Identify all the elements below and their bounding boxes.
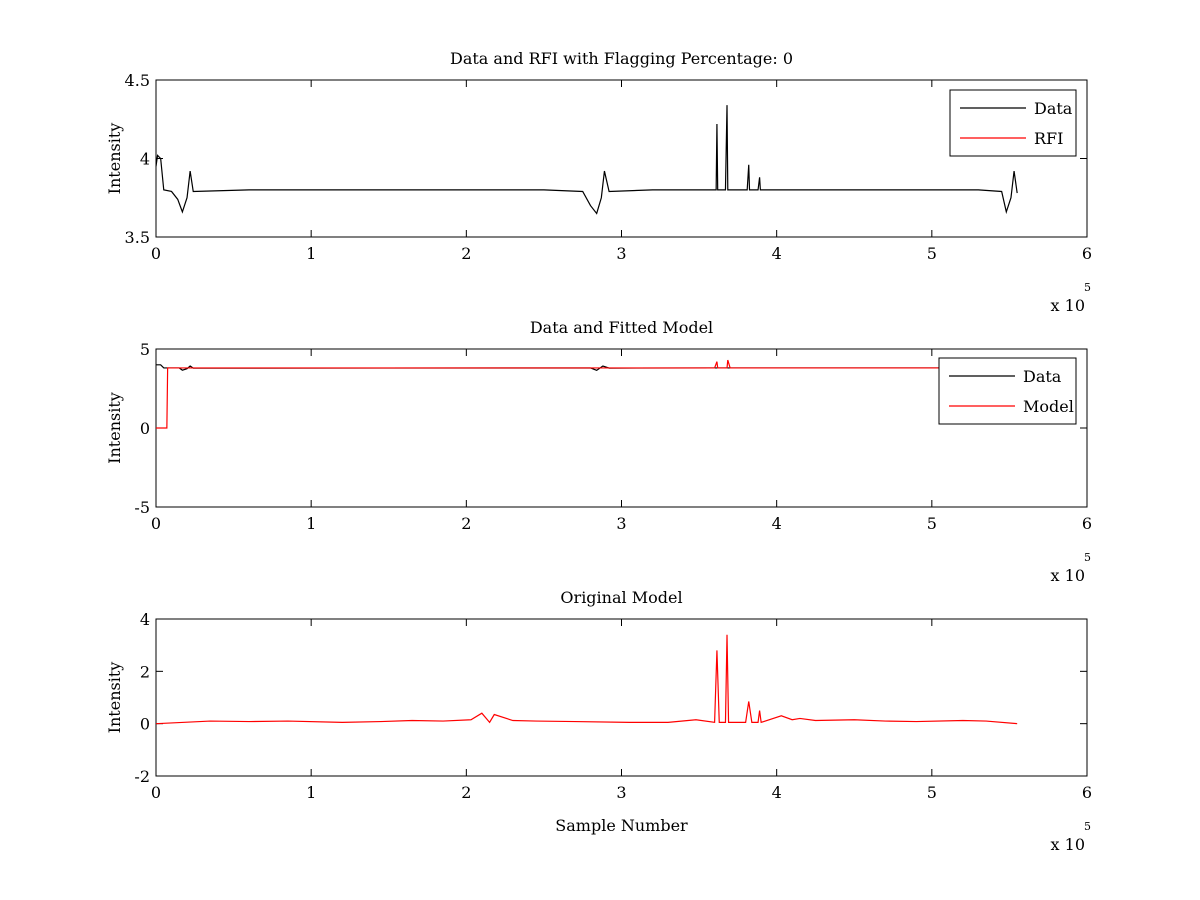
subplot-data-and-rfi: 0 1 2 3 4 5 6 3.5 4 4.5 Data and RFI with Flagging… <box>105 49 1092 315</box>
legend: Data Model <box>938 357 1077 425</box>
x-tick-label: 5 <box>927 514 937 533</box>
legend-label: RFI <box>1034 129 1063 148</box>
chart-title: Data and RFI with Flagging Percentage: 0 <box>450 49 793 68</box>
x-axis-label: Sample Number <box>555 816 688 835</box>
plot-area <box>155 348 1088 508</box>
x-tick-label: 2 <box>461 244 471 263</box>
y-axis-label: Intensity <box>105 123 124 195</box>
x-tick-label: 6 <box>1082 514 1092 533</box>
legend: Data RFI <box>949 89 1077 157</box>
x-axis-exponent: 5 <box>1084 281 1091 294</box>
x-tick-label: 3 <box>616 783 626 802</box>
x-axis-multiplier: x 10 <box>1051 835 1085 854</box>
plot-area <box>155 79 1088 238</box>
series-line-model <box>155 634 1018 725</box>
x-axis-exponent: 5 <box>1084 820 1091 833</box>
x-tick-label: 4 <box>772 514 782 533</box>
y-axis-label: Intensity <box>105 662 124 734</box>
x-axis-multiplier: x 10 <box>1051 566 1085 585</box>
x-tick-label: 4 <box>772 783 782 802</box>
x-tick-label: 5 <box>927 244 937 263</box>
x-tick-label: 6 <box>1082 244 1092 263</box>
x-tick-label: 0 <box>151 244 161 263</box>
y-tick-label: 4 <box>140 150 150 169</box>
x-tick-label: 1 <box>306 514 316 533</box>
x-tick-label: 2 <box>461 514 471 533</box>
x-axis-exponent: 5 <box>1084 551 1091 564</box>
x-tick-label: 1 <box>306 244 316 263</box>
x-tick-label: 0 <box>151 514 161 533</box>
y-tick-label: 4.5 <box>125 71 150 90</box>
x-tick-label: 1 <box>306 783 316 802</box>
y-tick-label: 3.5 <box>125 228 150 247</box>
y-tick-label: 0 <box>140 715 150 734</box>
x-tick-label: 3 <box>616 514 626 533</box>
x-tick-label: 0 <box>151 783 161 802</box>
y-tick-label: 5 <box>140 340 150 359</box>
y-tick-label: 0 <box>140 419 150 438</box>
legend-label: Data <box>1023 367 1062 386</box>
y-tick-label: 4 <box>140 610 150 629</box>
legend-box <box>949 89 1077 157</box>
legend-label: Data <box>1034 99 1073 118</box>
y-tick-label: -2 <box>134 767 150 786</box>
x-tick-label: 5 <box>927 783 937 802</box>
series-line-data <box>155 105 1018 215</box>
x-axis-multiplier: x 10 <box>1051 296 1085 315</box>
series-line-model <box>156 359 1018 429</box>
chart-title: Original Model <box>560 588 682 607</box>
x-tick-label: 4 <box>772 244 782 263</box>
chart-title: Data and Fitted Model <box>530 318 713 337</box>
y-tick-label: 2 <box>140 662 150 681</box>
y-tick-label: -5 <box>134 498 150 517</box>
legend-box <box>938 357 1077 425</box>
plot-area <box>155 618 1088 777</box>
legend-label: Model <box>1023 397 1074 416</box>
x-tick-label: 3 <box>616 244 626 263</box>
x-tick-label: 2 <box>461 783 471 802</box>
y-axis-label: Intensity <box>105 392 124 464</box>
x-tick-label: 6 <box>1082 783 1092 802</box>
